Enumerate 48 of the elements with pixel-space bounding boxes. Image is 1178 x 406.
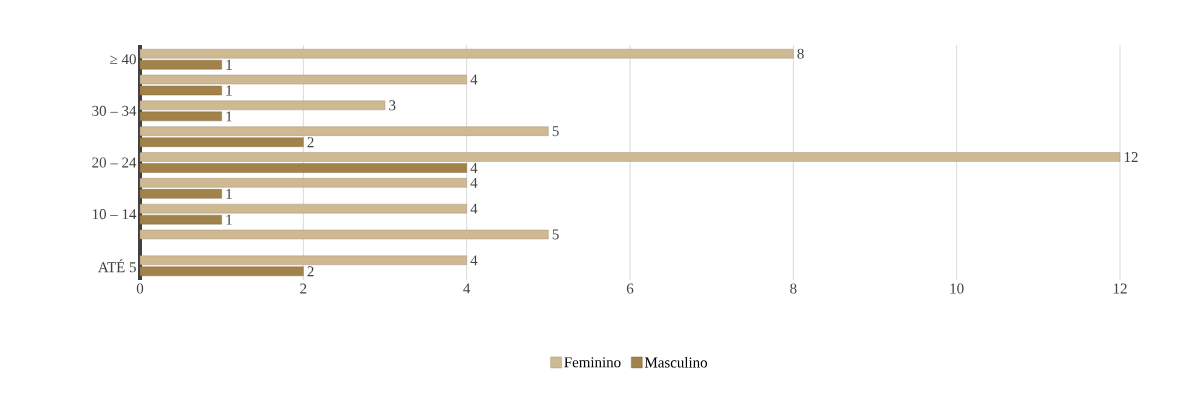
x-tick-label: 10: [950, 283, 964, 294]
bar: [139, 60, 222, 70]
data-label: 4: [470, 74, 478, 85]
bar: [139, 137, 304, 147]
bar: [139, 178, 467, 188]
y-tick-label: 10 – 14: [92, 209, 137, 220]
data-label: 4: [470, 163, 478, 173]
bar: [139, 189, 222, 199]
bar: [139, 126, 549, 136]
y-tick-label: 20 – 24: [92, 157, 137, 168]
bar: [139, 100, 386, 111]
data-label: 5: [552, 229, 559, 240]
x-tick-label: 6: [626, 283, 634, 294]
y-tick-label: ATÉ 5: [98, 259, 136, 273]
legend-label: Masculino: [644, 357, 708, 368]
bar: [139, 266, 304, 276]
x-tick-label: 0: [136, 283, 144, 294]
data-label: 4: [470, 203, 478, 214]
data-label: 1: [226, 111, 232, 122]
data-label: 4: [470, 177, 478, 188]
y-tick-label: 30 – 34: [92, 105, 137, 116]
bar: [139, 229, 549, 240]
data-label: 8: [797, 48, 804, 59]
x-tick-label: 4: [463, 283, 471, 294]
bar: [139, 74, 467, 85]
data-label: 1: [226, 85, 232, 96]
bar: [139, 85, 222, 96]
bar: [139, 152, 1121, 162]
bar: [139, 255, 467, 265]
data-label: 1: [226, 188, 232, 199]
data-label: 1: [226, 214, 232, 225]
bar: [139, 214, 222, 225]
data-label: 2: [307, 266, 314, 277]
data-label: 3: [389, 100, 396, 111]
data-label: 1: [226, 59, 232, 70]
bar: [139, 163, 467, 173]
legend-label: Feminino: [564, 357, 621, 368]
x-tick-label: 12: [1113, 283, 1127, 294]
data-label: 5: [552, 126, 559, 137]
data-label: 4: [470, 255, 478, 266]
bar: [139, 203, 467, 214]
bar: [139, 111, 222, 122]
data-label: 12: [1124, 152, 1138, 162]
x-tick-label: 8: [790, 283, 797, 294]
bar: [139, 49, 794, 59]
x-tick-label: 2: [300, 283, 307, 294]
y-tick-label: ≥ 40: [110, 54, 136, 65]
data-label: 2: [307, 137, 314, 148]
